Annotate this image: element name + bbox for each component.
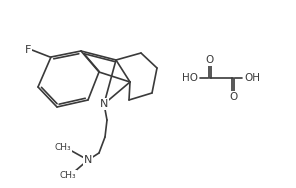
Text: F: F [25, 45, 31, 55]
Text: O: O [229, 92, 237, 102]
Text: HO: HO [182, 73, 198, 83]
Text: N: N [100, 99, 108, 109]
Text: CH₃: CH₃ [60, 171, 76, 180]
Text: OH: OH [244, 73, 260, 83]
Text: O: O [206, 55, 214, 65]
Text: N: N [84, 155, 92, 165]
Text: CH₃: CH₃ [55, 143, 71, 152]
